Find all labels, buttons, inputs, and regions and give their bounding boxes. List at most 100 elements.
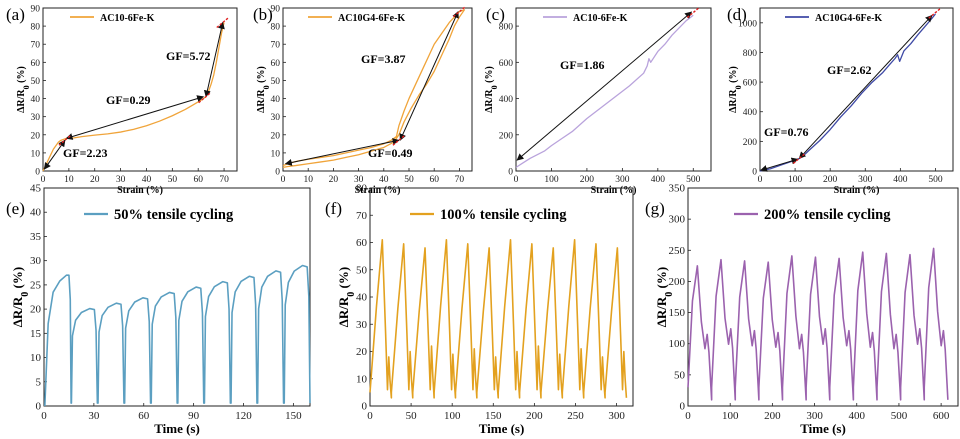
x-tick-label: 10: [64, 175, 74, 185]
x-tick-label: 200: [823, 175, 838, 185]
y-tick-label: 90: [271, 5, 281, 15]
transition-marker: [686, 6, 700, 19]
legend-f: 100% tensile cycling: [410, 207, 567, 223]
y-tick-label: 50: [674, 369, 686, 381]
y-tick-label: 80: [356, 183, 368, 195]
legend-d: AC10G4-6Fe-K: [785, 13, 882, 24]
x-tick-label: 0: [41, 410, 47, 422]
x-tick-label: 30: [88, 410, 100, 422]
x-tick-label: 0: [281, 175, 286, 185]
y-tick-label: 60: [31, 59, 41, 69]
x-tick-label: 60: [193, 175, 203, 185]
panel-label-c: (c): [486, 5, 505, 24]
y-tick-label: 600: [743, 79, 758, 89]
x-tick-label: 60: [138, 410, 150, 422]
y-tick-label: 800: [499, 23, 514, 33]
x-tick-label: 200: [580, 175, 595, 185]
y-axis-title-main: ΔR/R: [484, 89, 495, 113]
x-tick-label: 40: [142, 175, 152, 185]
gf-arrow: [798, 14, 933, 159]
panel-b: (b) 0 10 20 30 40 50 60 70 0 10 20 30 40 50 60 70 80 90 Str…: [253, 5, 473, 196]
y-tick-label: 20: [356, 346, 368, 358]
y-tick-label: 10: [31, 149, 41, 159]
series-line-f: [369, 238, 628, 399]
y-tick-label: 1000: [738, 19, 757, 29]
gf-arrow: [65, 95, 205, 140]
y-tick-label: 30: [356, 319, 368, 331]
axes-frame-d: [759, 7, 954, 172]
x-tick-label: 0: [41, 175, 46, 185]
x-tick-label: 10: [303, 175, 313, 185]
y-tick-label: 60: [271, 59, 281, 69]
y-tick-label: 0: [362, 401, 368, 413]
gf-arrow: [516, 11, 693, 161]
gf-label: GF=2.62: [827, 63, 872, 77]
y-tick-label: 10: [271, 149, 281, 159]
x-tick-label: 20: [90, 175, 100, 185]
x-tick-label: 500: [928, 175, 943, 185]
y-axis-title-unit: (%): [728, 66, 739, 85]
y-tick-label: 45: [30, 183, 42, 195]
x-tick-label: 0: [367, 410, 373, 422]
x-tick-label: 70: [219, 175, 229, 185]
y-tick-label: 400: [743, 108, 758, 118]
y-axis-title-g: ΔR/R0 (%): [654, 267, 675, 327]
x-tick-label: 500: [891, 410, 908, 422]
series-line-d: [759, 13, 936, 172]
legend-b: AC10G4-6Fe-K: [308, 13, 405, 24]
y-tick-label: 0: [508, 168, 513, 178]
x-tick-label: 200: [526, 410, 543, 422]
y-tick-label: 50: [271, 77, 281, 87]
legend-a: AC10-6Fe-K: [70, 13, 155, 24]
panel-a: (a) 0 10 20 30 40 50 60 70 0 10 20 30 40 50 60 70 80 90 Str…: [6, 5, 238, 196]
x-tick-label: 60: [429, 175, 439, 185]
panel-e: (e) 0 30 60 90 120 150 0 5 10 15 20 25 30 35 40 45 Time (…: [6, 183, 311, 436]
y-axis-title-f: ΔR/R0 (%): [336, 267, 357, 327]
y-tick-label: 0: [680, 401, 686, 413]
x-tick-label: 30: [354, 175, 364, 185]
y-tick-label: 20: [271, 131, 281, 141]
gf-arrow: [203, 21, 225, 98]
y-axis-title-main: ΔR/R: [654, 296, 669, 327]
y-tick-label: 0: [275, 168, 280, 178]
x-tick-label: 200: [764, 410, 781, 422]
gf-label: GF=0.49: [368, 146, 413, 160]
x-tick-label: 300: [858, 175, 873, 185]
y-axis-title-main: ΔR/R: [256, 89, 267, 113]
y-axis-title-main: ΔR/R: [336, 296, 351, 327]
x-tick-label: 100: [444, 410, 461, 422]
gf-label: GF=5.72: [166, 49, 211, 63]
y-axis-title-sub: 0: [664, 292, 675, 297]
y-tick-label: 600: [499, 59, 514, 69]
y-tick-label: 0: [36, 401, 42, 413]
y-tick-label: 30: [271, 113, 281, 123]
y-tick-label: 40: [31, 95, 41, 105]
y-tick-label: 200: [669, 276, 686, 288]
panel-label-e: (e): [6, 199, 25, 218]
x-tick-label: 150: [285, 410, 302, 422]
y-axis-title-sub: 0: [490, 85, 499, 89]
legend-label: 100% tensile cycling: [440, 207, 567, 223]
y-axis-title-unit: (%): [484, 66, 495, 85]
x-tick-label: 400: [893, 175, 908, 185]
gf-label: GF=3.87: [361, 52, 406, 66]
x-tick-label: 100: [722, 410, 739, 422]
panel-label-f: (f): [325, 199, 342, 218]
y-axis-title-sub: 0: [734, 85, 743, 89]
y-tick-label: 10: [30, 352, 42, 364]
y-tick-label: 0: [35, 168, 40, 178]
transition-marker: [452, 6, 466, 18]
y-tick-label: 20: [31, 131, 41, 141]
y-tick-label: 350: [669, 183, 686, 195]
x-tick-label: 500: [686, 175, 701, 185]
legend-e: 50% tensile cycling: [84, 207, 234, 223]
y-axis-title-unit: (%): [336, 267, 351, 292]
y-tick-label: 800: [743, 49, 758, 59]
y-tick-label: 30: [30, 255, 42, 267]
y-axis-title-unit: (%): [16, 66, 27, 85]
x-tick-label: 300: [615, 175, 630, 185]
y-tick-label: 40: [271, 95, 281, 105]
x-tick-label: 600: [933, 410, 950, 422]
axes-frame-c: [515, 7, 712, 172]
x-axis-title-f: Time (s): [479, 421, 525, 436]
